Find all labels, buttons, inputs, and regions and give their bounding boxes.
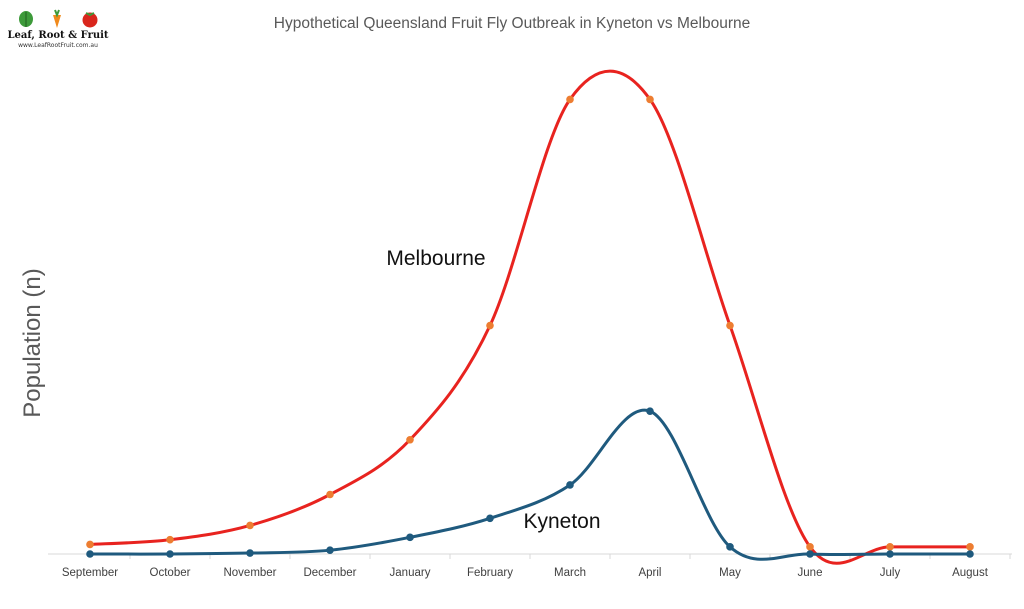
data-point-kyneton [966,550,974,558]
annotation-melbourne: Melbourne [386,247,485,270]
data-point-melbourne [966,543,974,551]
data-point-kyneton [566,481,574,489]
data-point-melbourne [886,543,894,551]
data-point-melbourne [406,435,414,444]
data-point-melbourne [166,535,174,544]
data-point-kyneton [646,407,654,416]
data-point-melbourne [726,321,734,330]
data-point-kyneton [166,550,174,558]
x-tick-label: December [303,567,356,579]
data-point-kyneton [246,549,254,557]
data-point-kyneton [486,514,494,523]
x-tick-label: April [638,567,661,579]
data-point-melbourne [326,490,334,499]
x-tick-label: October [150,567,191,579]
chart-title: Hypothetical Queensland Fruit Fly Outbre… [274,15,750,32]
series-line-kyneton [88,408,972,561]
x-tick-label: June [798,567,823,579]
data-point-melbourne [566,95,574,104]
data-point-kyneton [406,533,414,542]
data-point-kyneton [326,546,334,554]
x-tick-label: July [880,567,901,579]
x-tick-label: August [952,567,989,579]
leaf-icon [19,11,33,27]
data-point-kyneton [886,550,894,558]
data-point-kyneton [726,543,734,551]
x-tick-label: March [554,567,586,579]
logo: Leaf, Root & Fruit www.LeafRootFruit.com… [6,8,110,52]
data-point-melbourne [806,543,814,551]
tomato-icon [82,12,98,28]
annotation-kyneton: Kyneton [523,510,600,533]
x-tick-label: January [390,567,431,579]
data-point-kyneton [86,550,94,558]
x-tick-label: February [467,567,513,579]
x-axis-ticks: September October November December January F… [62,554,1011,579]
series-line-melbourne [88,69,972,565]
data-point-melbourne [246,521,254,530]
carrot-icon [53,9,61,28]
logo-brand: Leaf, Root & Fruit [7,30,109,41]
data-point-melbourne [646,95,654,104]
y-axis-label: Population (n) [19,268,46,417]
data-point-kyneton [806,550,814,558]
x-tick-label: September [62,567,118,579]
data-point-melbourne [486,321,494,330]
x-tick-label: May [719,567,741,579]
x-tick-label: November [223,567,276,579]
data-point-melbourne [86,540,94,549]
logo-icons [19,9,98,28]
logo-url: www.LeafRootFruit.com.au [18,42,98,49]
series-layer [86,69,974,565]
